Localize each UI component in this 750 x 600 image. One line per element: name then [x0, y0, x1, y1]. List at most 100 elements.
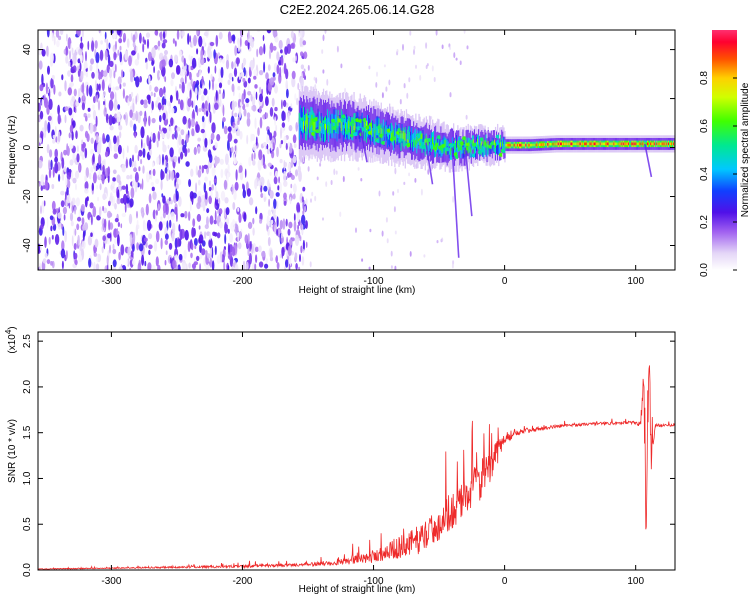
spectrogram-cell — [464, 138, 466, 153]
spectrogram-cell — [245, 70, 248, 78]
spectrogram-cell — [370, 125, 372, 135]
spectrogram-cell — [655, 142, 657, 146]
spectrogram-cell — [158, 52, 164, 61]
spectrogram-cell — [146, 134, 150, 147]
spectrogram-cell — [66, 187, 69, 196]
spectrogram-cell — [71, 204, 74, 214]
spectrogram-cell — [54, 156, 58, 163]
spectrogram-cell — [158, 221, 163, 231]
spectrogram-cell — [74, 170, 80, 179]
snr-scale-text: (x10 — [7, 334, 18, 354]
spectrogram-cell — [172, 222, 176, 234]
spectrogram-cell — [255, 91, 258, 101]
snr-x-tick-label: -300 — [101, 576, 121, 587]
spectrogram-cell — [383, 128, 386, 138]
spectrogram-cell — [112, 169, 117, 175]
spectrogram-cell — [339, 118, 341, 128]
spectrogram-cell — [258, 245, 262, 253]
spectrogram-cell — [278, 181, 282, 194]
spectrogram-cell — [109, 125, 114, 131]
spectrogram-cell — [160, 170, 165, 180]
spectrogram-cell — [627, 142, 629, 146]
spectrogram-cell — [80, 36, 83, 42]
spectrogram-cell — [333, 119, 335, 130]
spectrogram-cell — [151, 47, 156, 59]
spectrogram-cell — [85, 115, 88, 122]
spectrogram-cell — [297, 82, 300, 90]
spectrogram-cell — [523, 143, 525, 147]
spectrogram-cell — [519, 143, 521, 147]
spectrogram-cell — [125, 158, 129, 169]
spectrogram-cell — [104, 151, 109, 158]
spectrogram-cell — [384, 125, 387, 134]
spectrogram-cell — [573, 142, 575, 146]
spectrogram-cell — [132, 231, 136, 244]
spectrogram-cell — [242, 189, 247, 199]
spectrogram-cell — [127, 190, 130, 199]
spectrogram-cell — [433, 142, 435, 150]
spectrogram-cell — [263, 185, 268, 192]
spectrogram-cell — [85, 51, 87, 62]
spectrogram-cell — [590, 142, 592, 146]
spectrogram-cell — [274, 36, 279, 43]
spectrogram-cell — [150, 131, 153, 141]
spectrogram-cell — [529, 143, 531, 147]
spectrogram-cell — [255, 136, 258, 147]
spectrogram-cell — [269, 107, 274, 117]
spectrogram-cell — [497, 142, 499, 155]
spectrogram-cell — [178, 156, 181, 164]
spectrogram-cell — [167, 162, 170, 174]
spectrogram-cell — [246, 112, 251, 119]
spectrogram-cell — [142, 43, 145, 53]
spectrogram-cell — [170, 117, 174, 126]
spectrogram-cell — [663, 142, 665, 146]
spectrogram-cell — [78, 97, 81, 104]
spectrogram-cell — [231, 34, 236, 42]
spectrogram-cell — [78, 48, 83, 56]
spectrogram-cell — [406, 92, 409, 99]
spectrogram-cell — [300, 245, 303, 254]
spectrogram-cell — [276, 64, 280, 75]
spectrogram-cell — [40, 223, 44, 230]
spectrogram-cell — [210, 73, 213, 81]
spectrogram-cell — [214, 155, 218, 167]
spectrogram-cell — [41, 49, 46, 57]
spectrogram-cell — [379, 126, 381, 136]
spectrogram-cell — [165, 203, 169, 216]
spectrogram-cell — [221, 58, 225, 64]
spectrogram-cell — [138, 166, 141, 172]
spectrogram-cell — [562, 142, 564, 146]
spectrogram-cell — [90, 232, 93, 237]
spectrogram-cell — [543, 143, 545, 146]
spectrogram-y-tick-label: 0 — [22, 144, 33, 150]
spectrogram-cell — [531, 143, 533, 147]
spectrogram-cell — [441, 44, 444, 50]
spectrogram-cell — [327, 109, 329, 134]
spectrogram-cell — [189, 35, 192, 43]
spectrogram-cell — [162, 203, 167, 214]
spectrogram-cell — [288, 221, 293, 229]
spectrogram-cell — [181, 138, 185, 146]
spectrogram-cell — [116, 197, 121, 205]
spectrogram-cell — [239, 36, 242, 48]
spectrogram-cell — [259, 218, 263, 224]
spectrogram-cell — [290, 174, 295, 180]
spectrogram-cell — [39, 262, 41, 270]
spectrogram-cell — [658, 142, 660, 146]
spectrogram-cell — [433, 77, 436, 82]
spectrogram-cell — [301, 214, 306, 226]
spectrogram-cell — [79, 124, 84, 132]
figure-title: C2E2.2024.265.06.14.G28 — [280, 2, 435, 17]
spectrogram-cell — [356, 126, 358, 136]
spectrogram-cell — [141, 178, 144, 190]
spectrogram-cell — [109, 77, 112, 85]
spectrogram-cell — [126, 145, 129, 153]
spectrogram-cell — [640, 142, 642, 146]
spectrogram-cell — [147, 51, 152, 62]
spectrogram-x-tick-label: -100 — [364, 276, 384, 287]
spectrogram-cell — [95, 52, 100, 64]
spectrogram-cell — [187, 33, 190, 45]
spectrogram-cell — [113, 153, 119, 160]
spectrogram-cell — [275, 256, 278, 263]
spectrogram-cell — [368, 266, 371, 270]
